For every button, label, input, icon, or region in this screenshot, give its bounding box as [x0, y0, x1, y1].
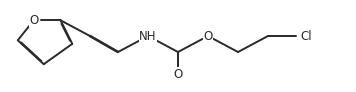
Text: NH: NH: [139, 30, 157, 43]
Text: O: O: [30, 14, 38, 26]
Text: O: O: [203, 30, 213, 43]
Text: O: O: [173, 68, 183, 80]
Text: Cl: Cl: [300, 30, 312, 43]
